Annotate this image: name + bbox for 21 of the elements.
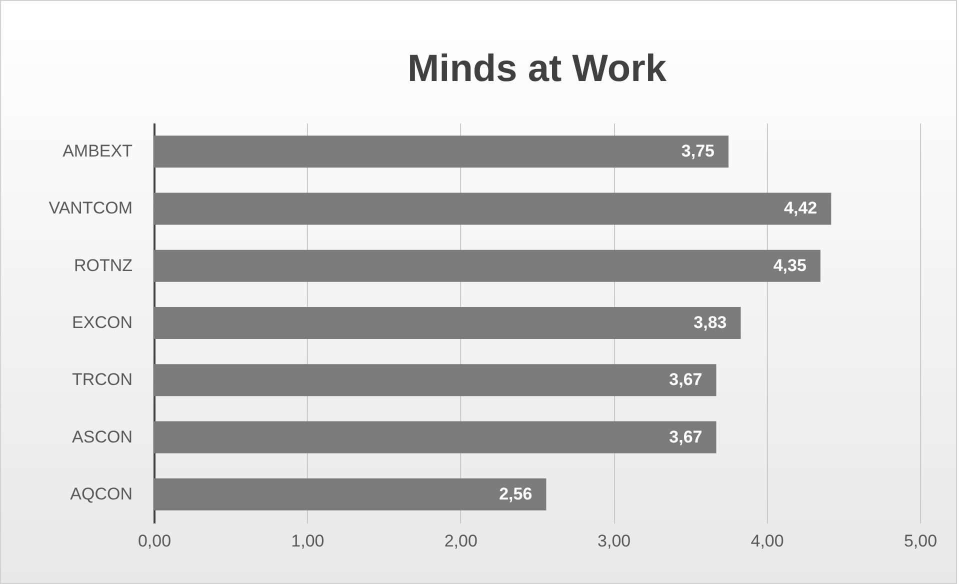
x-tick-label: 1,00	[291, 532, 324, 550]
chart-title: Minds at Work	[408, 48, 668, 90]
data-label: 3,67	[669, 370, 702, 390]
x-tick-label: 4,00	[750, 532, 784, 550]
x-tick-label: 3,00	[598, 532, 631, 550]
data-label: 3,67	[669, 427, 702, 446]
y-tick-label: TRCON	[72, 370, 132, 390]
y-tick-label: EXCON	[72, 313, 132, 332]
data-label: 3,75	[681, 142, 714, 161]
y-tick-label: ASCON	[72, 427, 132, 446]
data-label: 4,35	[773, 256, 806, 275]
x-tick-label: 5,00	[904, 532, 938, 550]
y-tick-label: AQCON	[70, 484, 132, 504]
y-tick-label: AMBEXT	[62, 142, 132, 161]
x-tick-label: 2,00	[444, 532, 478, 550]
y-tick-label: ROTNZ	[74, 256, 132, 275]
data-label: 4,42	[784, 198, 818, 218]
data-label: 2,56	[499, 484, 532, 504]
x-tick-label: 0,00	[138, 532, 172, 550]
data-label: 3,83	[694, 313, 727, 332]
y-tick-label: VANTCOM	[48, 198, 132, 218]
